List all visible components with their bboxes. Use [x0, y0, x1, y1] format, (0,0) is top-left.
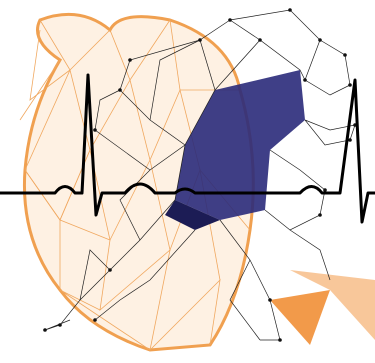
- ecg-line: [0, 73, 375, 224]
- orange-shard: [270, 290, 330, 345]
- orange-shard: [290, 270, 375, 340]
- hip: [165, 200, 220, 230]
- heart-mesh: [19, 12, 375, 352]
- runner: [43, 8, 357, 342]
- torso: [175, 70, 305, 220]
